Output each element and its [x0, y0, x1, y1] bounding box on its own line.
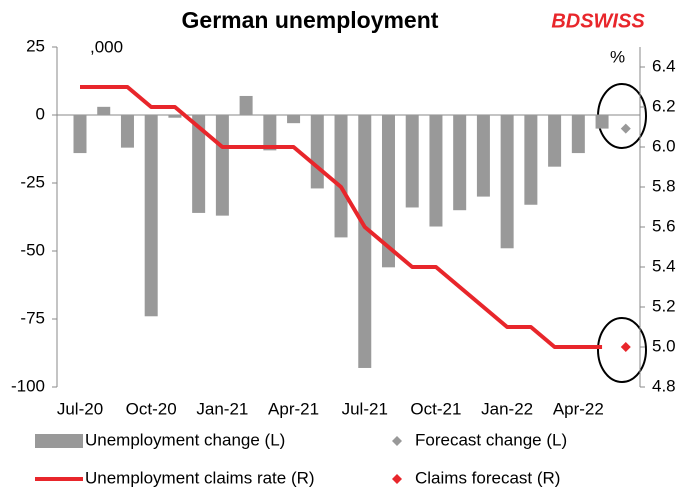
- x-tick-label: Jul-20: [57, 399, 103, 418]
- legend-label: Forecast change (L): [415, 430, 567, 449]
- bar: [97, 106, 111, 115]
- bar: [524, 115, 538, 205]
- y2-tick-label: 5.6: [652, 216, 676, 235]
- bar: [429, 115, 443, 227]
- bar: [595, 115, 609, 129]
- y-tick-label: -50: [20, 240, 45, 259]
- y2-tick-label: 6.2: [652, 96, 676, 115]
- line: [80, 85, 603, 349]
- y2-tick-label: 6.4: [652, 56, 676, 75]
- y-tick-label: -75: [20, 308, 45, 327]
- legend-label: Unemployment change (L): [85, 430, 285, 449]
- y2-tick-label: 5.8: [652, 176, 676, 195]
- x-tick-label: Jul-21: [342, 399, 388, 418]
- y-tick-label: 0: [36, 104, 45, 123]
- brand-logo: BDSWISS: [551, 10, 645, 32]
- y2-tick-label: 6.0: [652, 136, 676, 155]
- bar: [239, 95, 253, 115]
- y2-tick-label: 5.4: [652, 256, 676, 275]
- bar: [263, 115, 277, 151]
- bar: [73, 115, 87, 154]
- legend-swatch: [392, 474, 402, 484]
- y2-tick-label: 4.8: [652, 376, 676, 395]
- bar: [453, 115, 467, 211]
- legend-swatch: [392, 436, 402, 446]
- x-tick-label: Jan-21: [196, 399, 248, 418]
- x-tick-label: Apr-21: [268, 399, 319, 418]
- chart-title: German unemployment: [182, 7, 439, 33]
- x-tick-label: Oct-21: [410, 399, 461, 418]
- bar: [571, 115, 585, 154]
- x-tick-label: Apr-22: [553, 399, 604, 418]
- y-tick-label: -100: [11, 376, 45, 395]
- x-tick-label: Oct-20: [126, 399, 177, 418]
- bar: [500, 115, 514, 249]
- bar: [548, 115, 562, 167]
- legend-label: Claims forecast (R): [415, 468, 560, 487]
- legend-swatch: [35, 434, 83, 448]
- bar: [120, 115, 134, 148]
- y2-tick-label: 5.2: [652, 296, 676, 315]
- x-tick-label: Jan-22: [481, 399, 533, 418]
- bar: [215, 115, 229, 216]
- bar: [358, 115, 372, 368]
- bar: [168, 115, 182, 118]
- highlight-circle: [597, 317, 647, 383]
- bar: [144, 115, 158, 317]
- y2-tick-label: 5.0: [652, 336, 676, 355]
- bar: [476, 115, 490, 197]
- y-tick-label: -25: [20, 172, 45, 191]
- legend-label: Unemployment claims rate (R): [85, 468, 315, 487]
- point: [620, 342, 631, 352]
- bar: [287, 115, 301, 124]
- left-unit: ,000: [90, 37, 123, 56]
- bar: [405, 115, 419, 208]
- bar: [310, 115, 324, 189]
- right-unit: %: [610, 47, 625, 66]
- point: [620, 123, 631, 134]
- bar: [381, 115, 395, 268]
- bar: [334, 115, 348, 238]
- bar: [192, 115, 206, 213]
- y-tick-label: 25: [26, 36, 45, 55]
